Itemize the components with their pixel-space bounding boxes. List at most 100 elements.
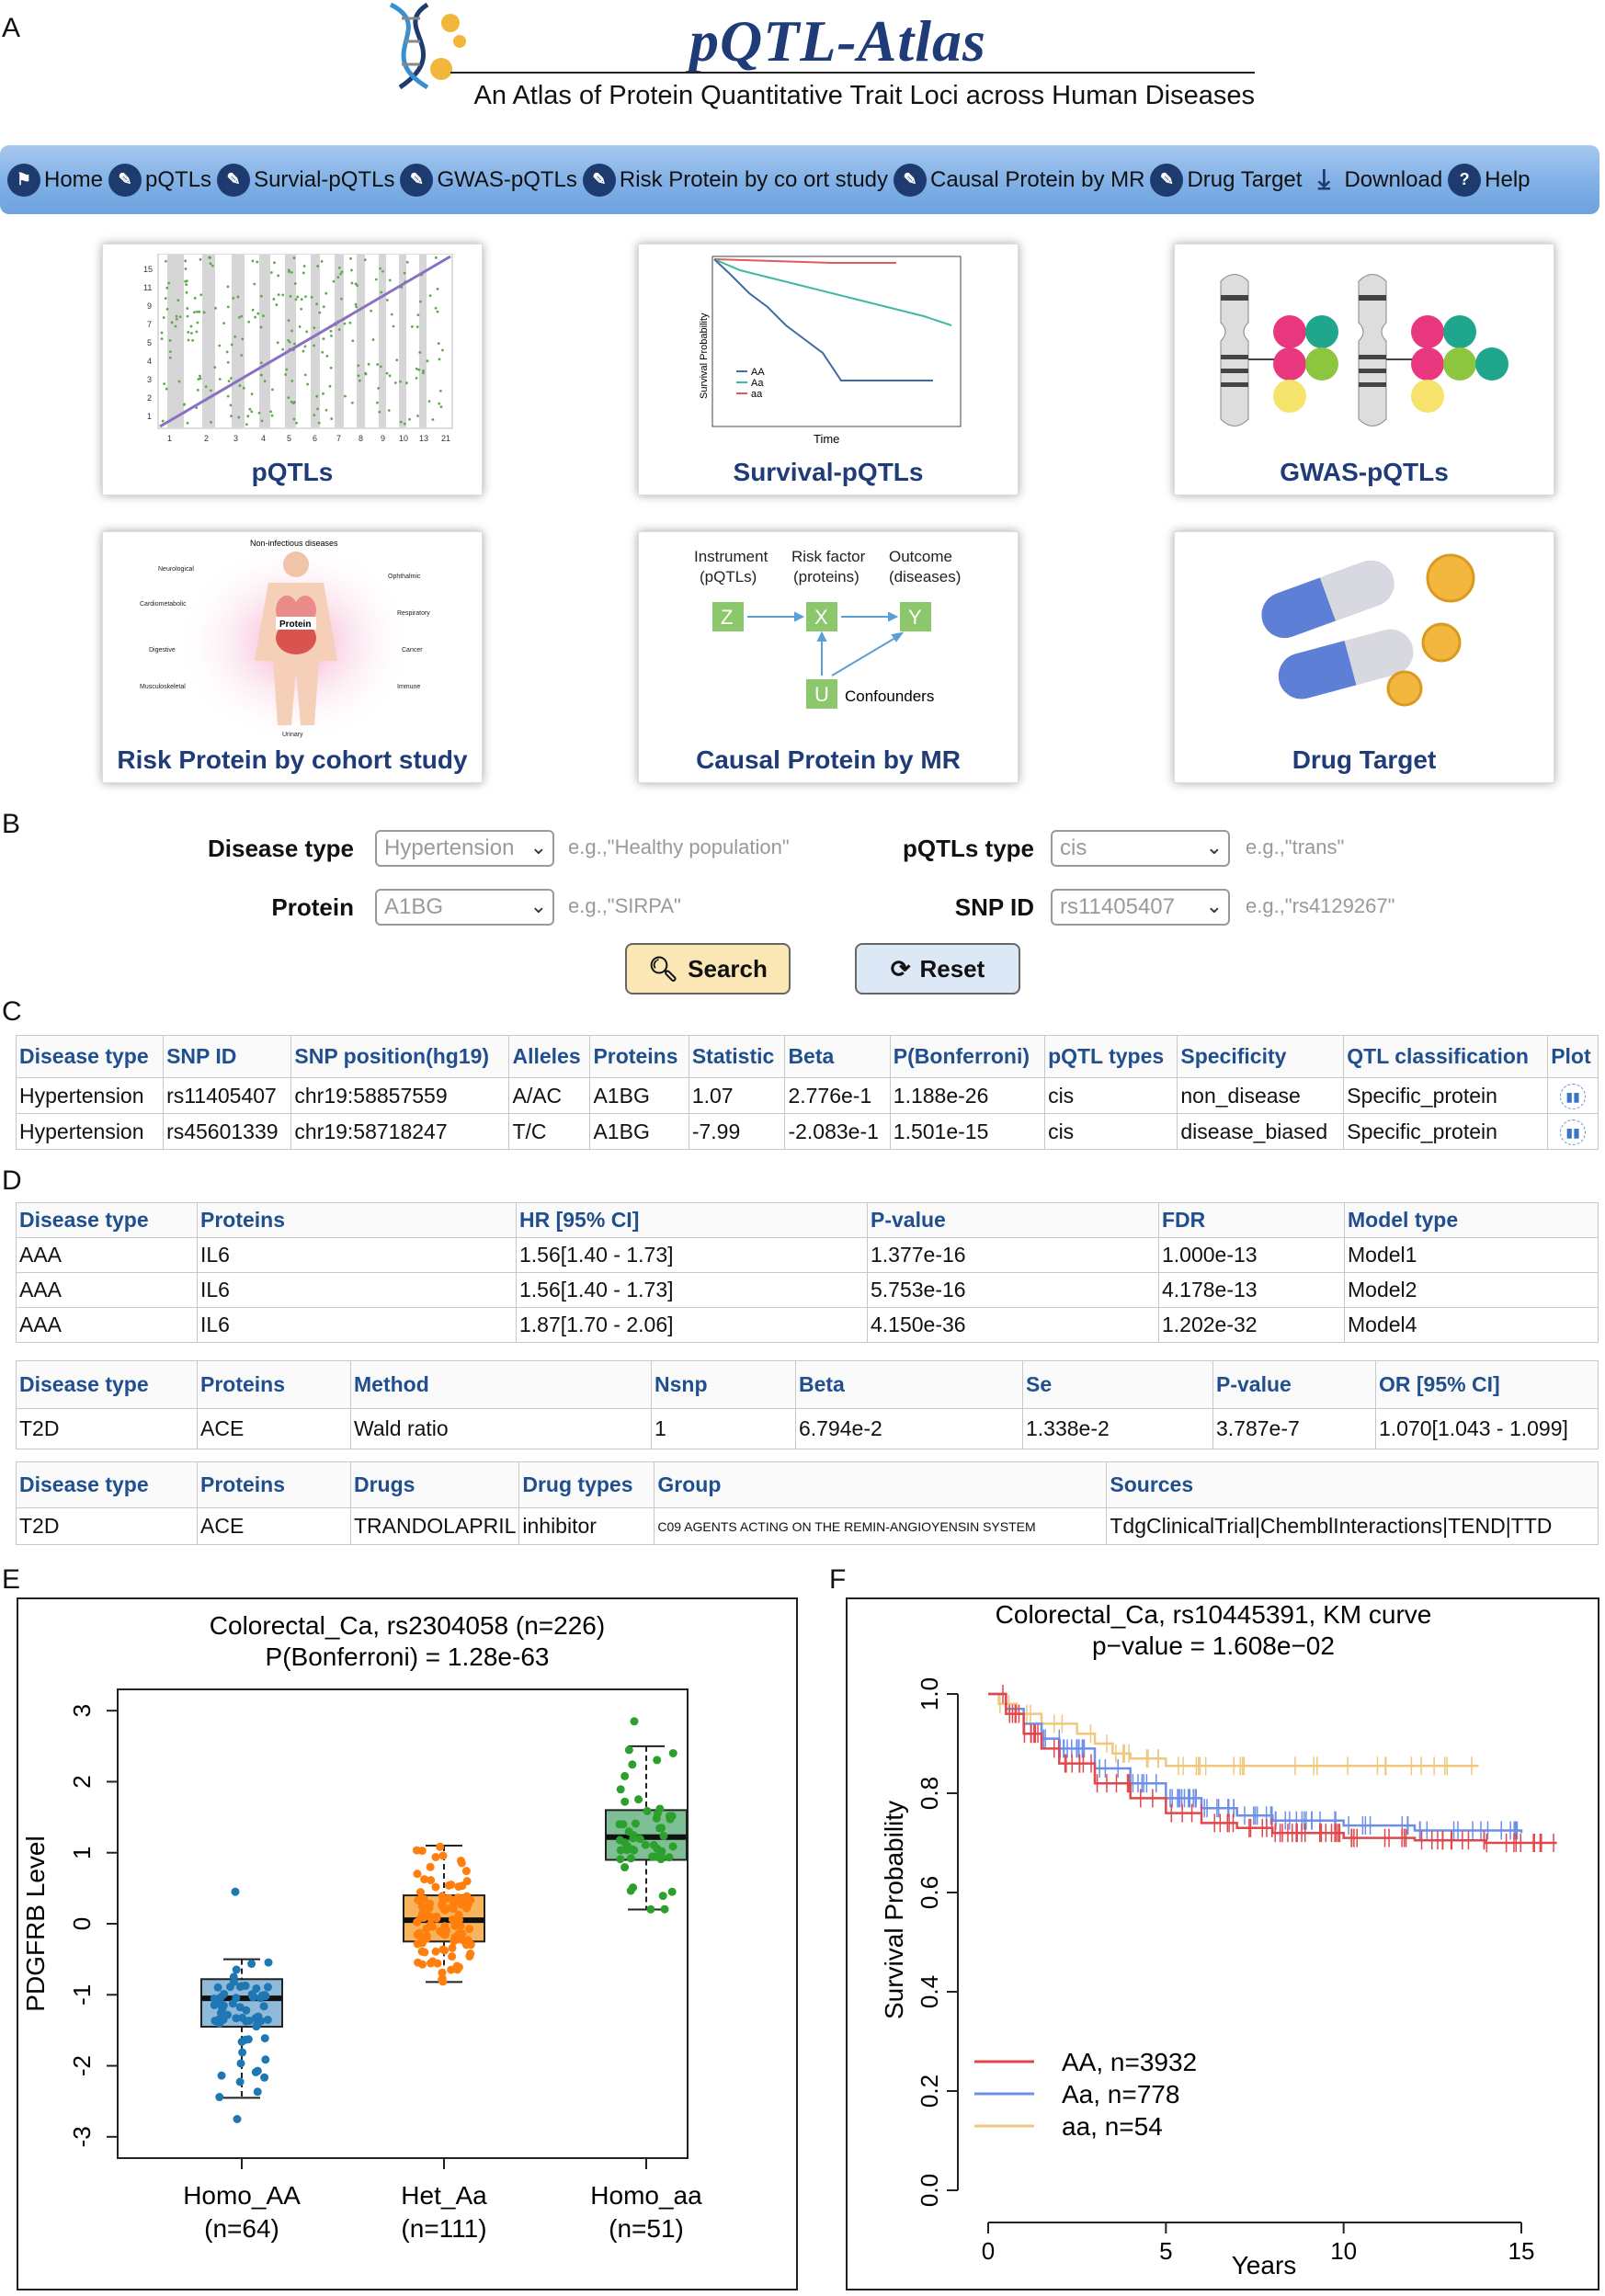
data-point [422,1910,431,1919]
km-curve-line [988,1692,1557,1845]
dot-mark [232,296,235,300]
nav-drug-target[interactable]: ✎ Drug Target [1150,163,1302,197]
svg-text:15: 15 [143,265,153,274]
column-header[interactable]: OR [95% CI] [1375,1360,1599,1409]
column-header[interactable]: QTL classification [1343,1035,1549,1078]
column-header[interactable]: Proteins [589,1035,689,1078]
column-header[interactable]: Group [654,1461,1108,1508]
dot-mark [247,320,251,324]
column-header[interactable]: Nsnp [651,1360,796,1409]
column-header[interactable]: Beta [795,1360,1023,1409]
column-header[interactable]: Disease type [16,1202,198,1238]
dot-mark [302,271,305,275]
table-row: T2D ACE Wald ratio 1 6.794e-2 1.338e-2 3.787e-… [16,1408,1599,1449]
bar-chart-icon[interactable]: ▮▮ [1560,1084,1587,1109]
card-gwas-pqtls[interactable]: GWAS-pQTLs [1174,244,1554,495]
boxplot-chart: Colorectal_Ca, rs2304058 (n=226) P(Bonfe… [17,1597,798,2290]
card-survival-pqtls[interactable]: AA Aa aa Time Survival Probability Survi… [638,244,1019,495]
column-header[interactable]: Proteins [197,1360,351,1409]
x-tick-label: 10 [1330,2237,1357,2265]
table-cell: 1.188e-26 [889,1077,1046,1114]
diagram-label: Confounders [845,688,934,705]
nav-pqtls[interactable]: ✎ pQTLs [108,163,211,197]
protein-select[interactable]: A1BG ⌄ [375,889,554,926]
dot-mark [302,349,305,353]
column-header[interactable]: pQTL types [1044,1035,1178,1078]
data-point [465,1925,474,1934]
disease-type-select[interactable]: Hypertension ⌄ [375,830,554,867]
nav-home[interactable]: ⚑ Home [7,163,103,197]
column-header[interactable]: HR [95% CI] [516,1202,868,1238]
column-header[interactable]: Beta [784,1035,891,1078]
column-header[interactable]: Specificity [1177,1035,1345,1078]
column-header[interactable]: Disease type [16,1360,198,1409]
nav-download[interactable]: ⤓ Download [1307,164,1442,197]
dot-mark [288,270,290,274]
edit-icon: ✎ [217,163,251,197]
column-header[interactable]: Sources [1106,1461,1599,1508]
svg-text:13: 13 [419,434,428,443]
column-header[interactable]: Method [350,1360,652,1409]
dot-mark [290,271,293,274]
dot-mark [242,386,245,390]
nav-survival-pqtls[interactable]: ✎ Survial-pQTLs [217,163,394,197]
column-header[interactable]: FDR [1158,1202,1345,1238]
dot-mark [434,256,438,259]
card-causal-protein[interactable]: Instrument (pQTLs) Risk factor (proteins… [638,531,1019,783]
column-header[interactable]: Statistic [688,1035,786,1078]
data-point [232,1994,241,2003]
svg-text:4: 4 [147,357,152,366]
table-cell: 5.753e-16 [867,1272,1159,1308]
column-header[interactable]: Drugs [349,1461,520,1508]
column-header[interactable]: Model type [1344,1202,1599,1238]
data-point [436,1842,445,1851]
column-header[interactable]: P(Bonferroni) [889,1035,1046,1078]
dot-mark [303,373,307,377]
nav-help[interactable]: ? Help [1448,163,1531,197]
column-header[interactable]: Disease type [16,1461,198,1508]
snp-id-select[interactable]: rs11405407 ⌄ [1051,889,1230,926]
column-header[interactable]: SNP position(hg19) [290,1035,510,1078]
data-point [658,1892,667,1901]
search-button[interactable]: 🔍︎ Search [625,943,791,995]
reset-button[interactable]: ⟳ Reset [855,943,1020,995]
dot-mark [199,293,203,297]
dot-mark [395,358,399,362]
column-header[interactable]: Se [1022,1360,1213,1409]
data-point [622,1846,632,1855]
dot-mark [348,321,352,324]
column-header[interactable]: P-value [1212,1360,1376,1409]
dot-mark [305,330,309,334]
y-tick-label: 1 [68,1846,96,1858]
column-header[interactable]: Proteins [197,1461,351,1508]
column-header[interactable]: Alleles [508,1035,591,1078]
column-header[interactable]: P-value [867,1202,1159,1238]
dot-mark [222,322,225,325]
nav-risk-protein[interactable]: ✎ Risk Protein by co ort study [582,163,888,197]
nav-causal-protein[interactable]: ✎ Causal Protein by MR [894,163,1144,197]
column-header[interactable]: SNP ID [163,1035,292,1078]
dot-mark [165,259,167,263]
data-point [232,1965,241,1974]
table-cell: ACE [197,1408,351,1449]
data-point [630,1846,639,1855]
dot-mark [256,260,259,264]
card-drug-target[interactable]: Drug Target [1174,531,1554,783]
column-header[interactable]: Drug types [518,1461,655,1508]
refresh-icon: ⟳ [890,954,911,983]
data-point [668,1748,677,1757]
snp-id-hint: e.g.,"rs4129267" [1246,894,1395,917]
diagram-label: (pQTLs) [700,568,757,585]
data-point [217,2071,226,2080]
y-tick-label: 1.0 [916,1677,943,1711]
table-cell: IL6 [197,1237,517,1273]
dot-mark [320,259,324,263]
pqtls-type-select[interactable]: cis ⌄ [1051,830,1230,867]
nav-gwas-pqtls[interactable]: ✎ GWAS-pQTLs [400,163,577,197]
column-header[interactable]: Proteins [197,1202,517,1238]
column-header[interactable]: Disease type [15,1035,165,1078]
card-risk-protein[interactable]: Non-infectious diseases Protein Neurolog… [102,531,483,783]
card-pqtls[interactable]: 1 2 3 4 5 6 7 8 9 10 13 21 1 2 3 4 5 7 9 11 15 pQTLs [102,244,483,495]
column-header[interactable]: Plot [1547,1035,1599,1078]
bar-chart-icon[interactable]: ▮▮ [1560,1120,1587,1145]
